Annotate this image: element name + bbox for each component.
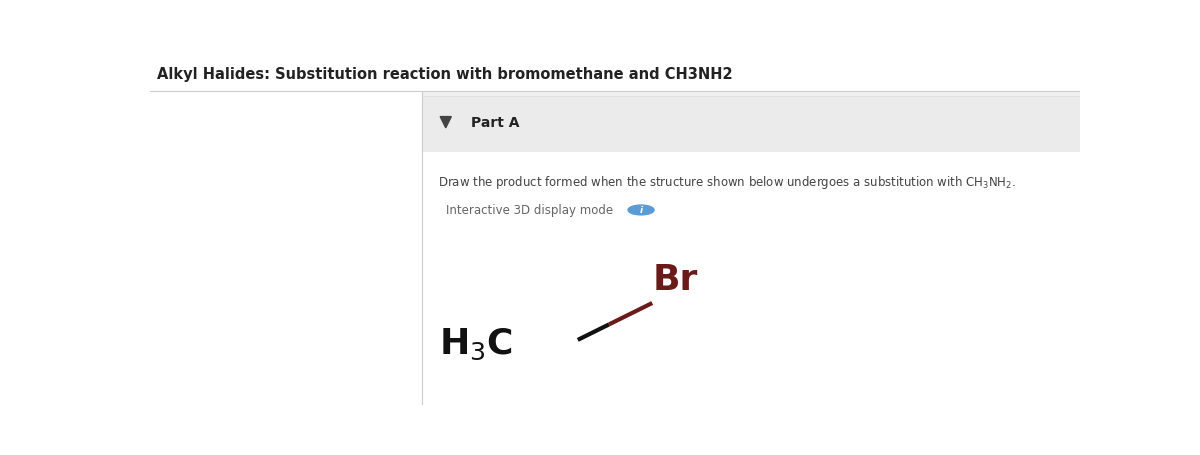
FancyBboxPatch shape — [421, 153, 1080, 405]
Text: H$_3$C: H$_3$C — [439, 326, 512, 361]
Text: Br: Br — [653, 263, 697, 296]
Polygon shape — [440, 117, 451, 128]
FancyBboxPatch shape — [421, 91, 1080, 405]
Text: i: i — [640, 206, 643, 215]
Text: Part A: Part A — [470, 116, 520, 130]
Text: Draw the product formed when the structure shown below undergoes a substitution : Draw the product formed when the structu… — [438, 174, 1016, 191]
Text: Interactive 3D display mode: Interactive 3D display mode — [445, 204, 613, 217]
FancyBboxPatch shape — [421, 96, 1080, 153]
Circle shape — [628, 206, 654, 215]
Text: Alkyl Halides: Substitution reaction with bromomethane and CH3NH2: Alkyl Halides: Substitution reaction wit… — [157, 67, 733, 82]
